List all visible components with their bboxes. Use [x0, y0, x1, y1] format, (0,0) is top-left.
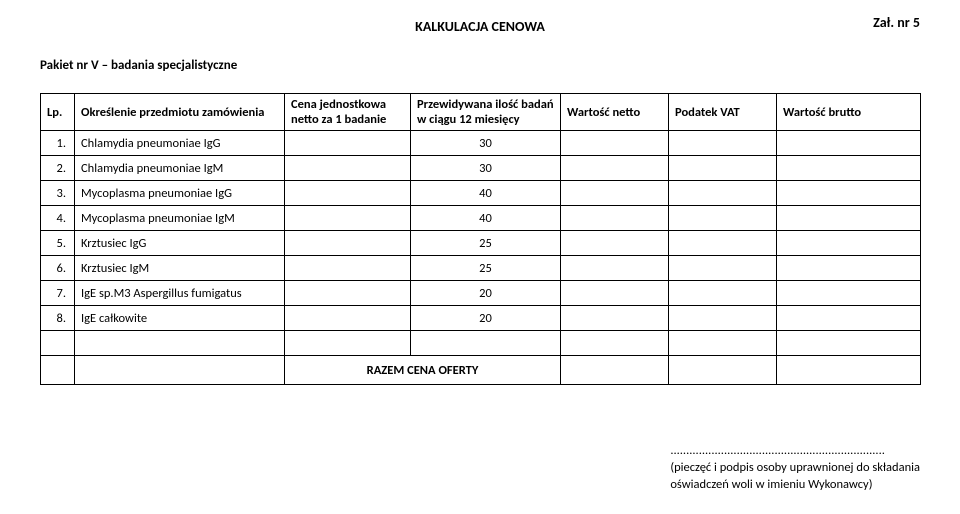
package-title: Pakiet nr V – badania specjalistyczne: [40, 58, 920, 73]
sum-netto[interactable]: [561, 356, 669, 385]
cell-qty: 40: [411, 181, 561, 206]
cell-name: Krztusiec IgM: [75, 256, 285, 281]
cell-lp: 2.: [41, 156, 75, 181]
col-qty: Przewidywana ilość badań w ciągu 12 mies…: [411, 94, 561, 131]
sum-vat[interactable]: [669, 356, 777, 385]
col-unit: Cena jednostkowa netto za 1 badanie: [285, 94, 411, 131]
table-row: 6. Krztusiec IgM 25: [41, 256, 921, 281]
cell-unit[interactable]: [285, 156, 411, 181]
cell-qty: 20: [411, 281, 561, 306]
col-netto: Wartość netto: [561, 94, 669, 131]
signature-caption-line2: oświadczeń woli w imieniu Wykonawcy): [670, 477, 920, 494]
cell-lp: 7.: [41, 281, 75, 306]
cell-gross[interactable]: [777, 156, 921, 181]
cell-unit[interactable]: [285, 206, 411, 231]
blank-cell: [41, 331, 75, 356]
cell-qty: 25: [411, 231, 561, 256]
sum-blank: [75, 356, 285, 385]
cell-netto[interactable]: [561, 256, 669, 281]
cell-netto[interactable]: [561, 131, 669, 156]
cell-unit[interactable]: [285, 306, 411, 331]
cell-netto[interactable]: [561, 306, 669, 331]
cell-unit[interactable]: [285, 256, 411, 281]
cell-name: IgE całkowite: [75, 306, 285, 331]
cell-vat[interactable]: [669, 156, 777, 181]
cell-gross[interactable]: [777, 306, 921, 331]
cell-lp: 1.: [41, 131, 75, 156]
cell-netto[interactable]: [561, 181, 669, 206]
cell-lp: 5.: [41, 231, 75, 256]
col-gross: Wartość brutto: [777, 94, 921, 131]
cell-name: IgE sp.M3 Aspergillus fumigatus: [75, 281, 285, 306]
cell-vat[interactable]: [669, 231, 777, 256]
table-row: 3. Mycoplasma pneumoniae IgG 40: [41, 181, 921, 206]
signature-line: ........................................…: [670, 443, 920, 460]
cell-name: Krztusiec IgG: [75, 231, 285, 256]
cell-gross[interactable]: [777, 206, 921, 231]
cell-gross[interactable]: [777, 181, 921, 206]
attachment-number: Zał. nr 5: [873, 14, 920, 31]
cell-vat[interactable]: [669, 181, 777, 206]
cell-qty: 25: [411, 256, 561, 281]
table-row: 4. Mycoplasma pneumoniae IgM 40: [41, 206, 921, 231]
signature-footer: ........................................…: [670, 443, 920, 494]
signature-caption-line1: (pieczęć i podpis osoby uprawnionej do s…: [670, 460, 920, 477]
blank-cell: [75, 331, 285, 356]
col-vat: Podatek VAT: [669, 94, 777, 131]
cell-vat[interactable]: [669, 131, 777, 156]
table-body: 1. Chlamydia pneumoniae IgG 30 2. Chlamy…: [41, 131, 921, 385]
table-blank-row: [41, 331, 921, 356]
page: KALKULACJA CENOWA Zał. nr 5 Pakiet nr V …: [0, 0, 960, 514]
table-row: 8. IgE całkowite 20: [41, 306, 921, 331]
cell-qty: 40: [411, 206, 561, 231]
sum-label: RAZEM CENA OFERTY: [285, 356, 561, 385]
cell-lp: 4.: [41, 206, 75, 231]
blank-cell: [285, 331, 411, 356]
document-title: KALKULACJA CENOWA: [415, 18, 545, 35]
table-row: 7. IgE sp.M3 Aspergillus fumigatus 20: [41, 281, 921, 306]
price-table: Lp. Określenie przedmiotu zamówienia Cen…: [40, 93, 921, 385]
blank-cell: [561, 331, 669, 356]
sum-gross[interactable]: [777, 356, 921, 385]
sum-blank: [41, 356, 75, 385]
cell-gross[interactable]: [777, 131, 921, 156]
cell-qty: 30: [411, 131, 561, 156]
cell-unit[interactable]: [285, 281, 411, 306]
cell-qty: 30: [411, 156, 561, 181]
table-row: 2. Chlamydia pneumoniae IgM 30: [41, 156, 921, 181]
cell-gross[interactable]: [777, 281, 921, 306]
cell-lp: 8.: [41, 306, 75, 331]
cell-lp: 6.: [41, 256, 75, 281]
table-header-row: Lp. Określenie przedmiotu zamówienia Cen…: [41, 94, 921, 131]
cell-qty: 20: [411, 306, 561, 331]
blank-cell: [411, 331, 561, 356]
cell-netto[interactable]: [561, 206, 669, 231]
table-row: 5. Krztusiec IgG 25: [41, 231, 921, 256]
cell-netto[interactable]: [561, 231, 669, 256]
cell-name: Mycoplasma pneumoniae IgM: [75, 206, 285, 231]
cell-vat[interactable]: [669, 306, 777, 331]
cell-gross[interactable]: [777, 256, 921, 281]
cell-netto[interactable]: [561, 281, 669, 306]
header: KALKULACJA CENOWA Zał. nr 5: [40, 18, 920, 40]
cell-netto[interactable]: [561, 156, 669, 181]
cell-unit[interactable]: [285, 181, 411, 206]
cell-gross[interactable]: [777, 231, 921, 256]
cell-name: Chlamydia pneumoniae IgG: [75, 131, 285, 156]
cell-unit[interactable]: [285, 131, 411, 156]
blank-cell: [669, 331, 777, 356]
cell-vat[interactable]: [669, 281, 777, 306]
cell-vat[interactable]: [669, 256, 777, 281]
cell-name: Chlamydia pneumoniae IgM: [75, 156, 285, 181]
cell-lp: 3.: [41, 181, 75, 206]
col-lp: Lp.: [41, 94, 75, 131]
cell-name: Mycoplasma pneumoniae IgG: [75, 181, 285, 206]
sum-row: RAZEM CENA OFERTY: [41, 356, 921, 385]
col-name: Określenie przedmiotu zamówienia: [75, 94, 285, 131]
cell-vat[interactable]: [669, 206, 777, 231]
table-row: 1. Chlamydia pneumoniae IgG 30: [41, 131, 921, 156]
blank-cell: [777, 331, 921, 356]
cell-unit[interactable]: [285, 231, 411, 256]
